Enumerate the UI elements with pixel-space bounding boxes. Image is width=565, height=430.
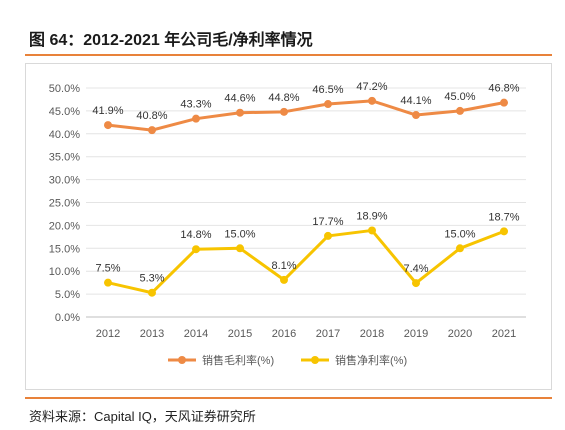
x-tick-label: 2018 [360, 328, 384, 340]
chart-frame: 0.0% 5.0% 10.0% 15.0% 20.0% 25.0% 30.0% 35.0% 40… [25, 63, 552, 390]
data-point [324, 100, 332, 109]
data-point [456, 106, 464, 115]
x-tick-label: 2021 [492, 328, 516, 340]
x-tick-label: 2016 [272, 328, 296, 340]
data-point [104, 121, 112, 130]
y-tick-label: 50.0% [49, 83, 80, 95]
data-point [280, 107, 288, 116]
data-point [412, 279, 420, 288]
y-axis-ticks: 0.0% 5.0% 10.0% 15.0% 20.0% 25.0% 30.0% 35.0% 40… [49, 83, 80, 324]
x-tick-label: 2019 [404, 328, 428, 340]
y-tick-label: 35.0% [49, 152, 80, 164]
series-line [107, 99, 505, 132]
data-point [412, 111, 420, 120]
data-label: 5.3% [139, 273, 164, 285]
series-layer [104, 96, 508, 297]
data-point [192, 245, 200, 254]
data-point [280, 275, 288, 284]
data-point [104, 278, 112, 287]
data-label: 40.8% [136, 110, 167, 122]
data-label: 47.2% [356, 81, 387, 93]
data-label: 7.5% [95, 263, 120, 275]
y-tick-label: 5.0% [55, 289, 80, 301]
top-rule [25, 54, 552, 56]
legend: 销售毛利率(%) 销售净利率(%) [168, 353, 407, 367]
data-point [148, 288, 156, 297]
y-tick-label: 25.0% [49, 198, 80, 210]
data-point [236, 244, 244, 253]
data-point [500, 98, 508, 107]
data-point [236, 108, 244, 117]
data-label: 15.0% [224, 228, 255, 240]
y-tick-label: 15.0% [49, 243, 80, 255]
y-tick-label: 45.0% [49, 106, 80, 118]
legend-label: 销售净利率(%) [335, 353, 407, 367]
data-label: 46.8% [488, 83, 519, 95]
x-tick-label: 2013 [140, 328, 164, 340]
x-tick-label: 2017 [316, 328, 340, 340]
y-tick-label: 20.0% [49, 220, 80, 232]
y-tick-label: 0.0% [55, 312, 80, 324]
y-tick-label: 30.0% [49, 175, 80, 187]
data-point [324, 231, 332, 240]
data-label: 44.1% [400, 95, 431, 107]
legend-label: 销售毛利率(%) [202, 353, 274, 367]
data-point [368, 226, 376, 235]
data-label: 17.7% [312, 216, 343, 228]
data-labels: 41.9% 40.8% 43.3% 44.6% 44.8% 46.5% 47.2% 44.1%… [92, 81, 519, 285]
data-label: 46.5% [312, 84, 343, 96]
x-axis-ticks: 2012 2013 2014 2015 2016 2017 2018 2019 2020 2021 [96, 328, 516, 340]
x-tick-label: 2015 [228, 328, 252, 340]
data-label: 43.3% [180, 99, 211, 111]
y-tick-label: 10.0% [49, 266, 80, 278]
series-line [107, 228, 505, 295]
y-tick-label: 40.0% [49, 129, 80, 141]
data-label: 44.8% [268, 92, 299, 104]
data-label: 7.4% [403, 263, 428, 275]
data-point [192, 114, 200, 123]
x-tick-label: 2020 [448, 328, 472, 340]
data-label: 41.9% [92, 105, 123, 117]
data-label: 15.0% [444, 228, 475, 240]
line-chart: 0.0% 5.0% 10.0% 15.0% 20.0% 25.0% 30.0% 35.0% 40… [49, 81, 526, 367]
data-point [500, 227, 508, 236]
data-point [368, 96, 376, 105]
legend-swatch-marker [178, 356, 186, 364]
legend-swatch-marker [311, 356, 319, 364]
data-point [456, 244, 464, 253]
data-label: 8.1% [271, 260, 296, 272]
data-label: 44.6% [224, 93, 255, 105]
data-point [148, 126, 156, 135]
data-label: 18.9% [356, 210, 387, 222]
x-tick-label: 2012 [96, 328, 120, 340]
bottom-rule [25, 397, 552, 399]
data-label: 45.0% [444, 91, 475, 103]
x-tick-label: 2014 [184, 328, 208, 340]
source-note: 资料来源：Capital IQ，天风证券研究所 [29, 409, 256, 424]
data-label: 18.7% [488, 211, 519, 223]
figure-title: 图 64：2012-2021 年公司毛/净利率情况 [29, 32, 313, 49]
data-label: 14.8% [180, 229, 211, 241]
